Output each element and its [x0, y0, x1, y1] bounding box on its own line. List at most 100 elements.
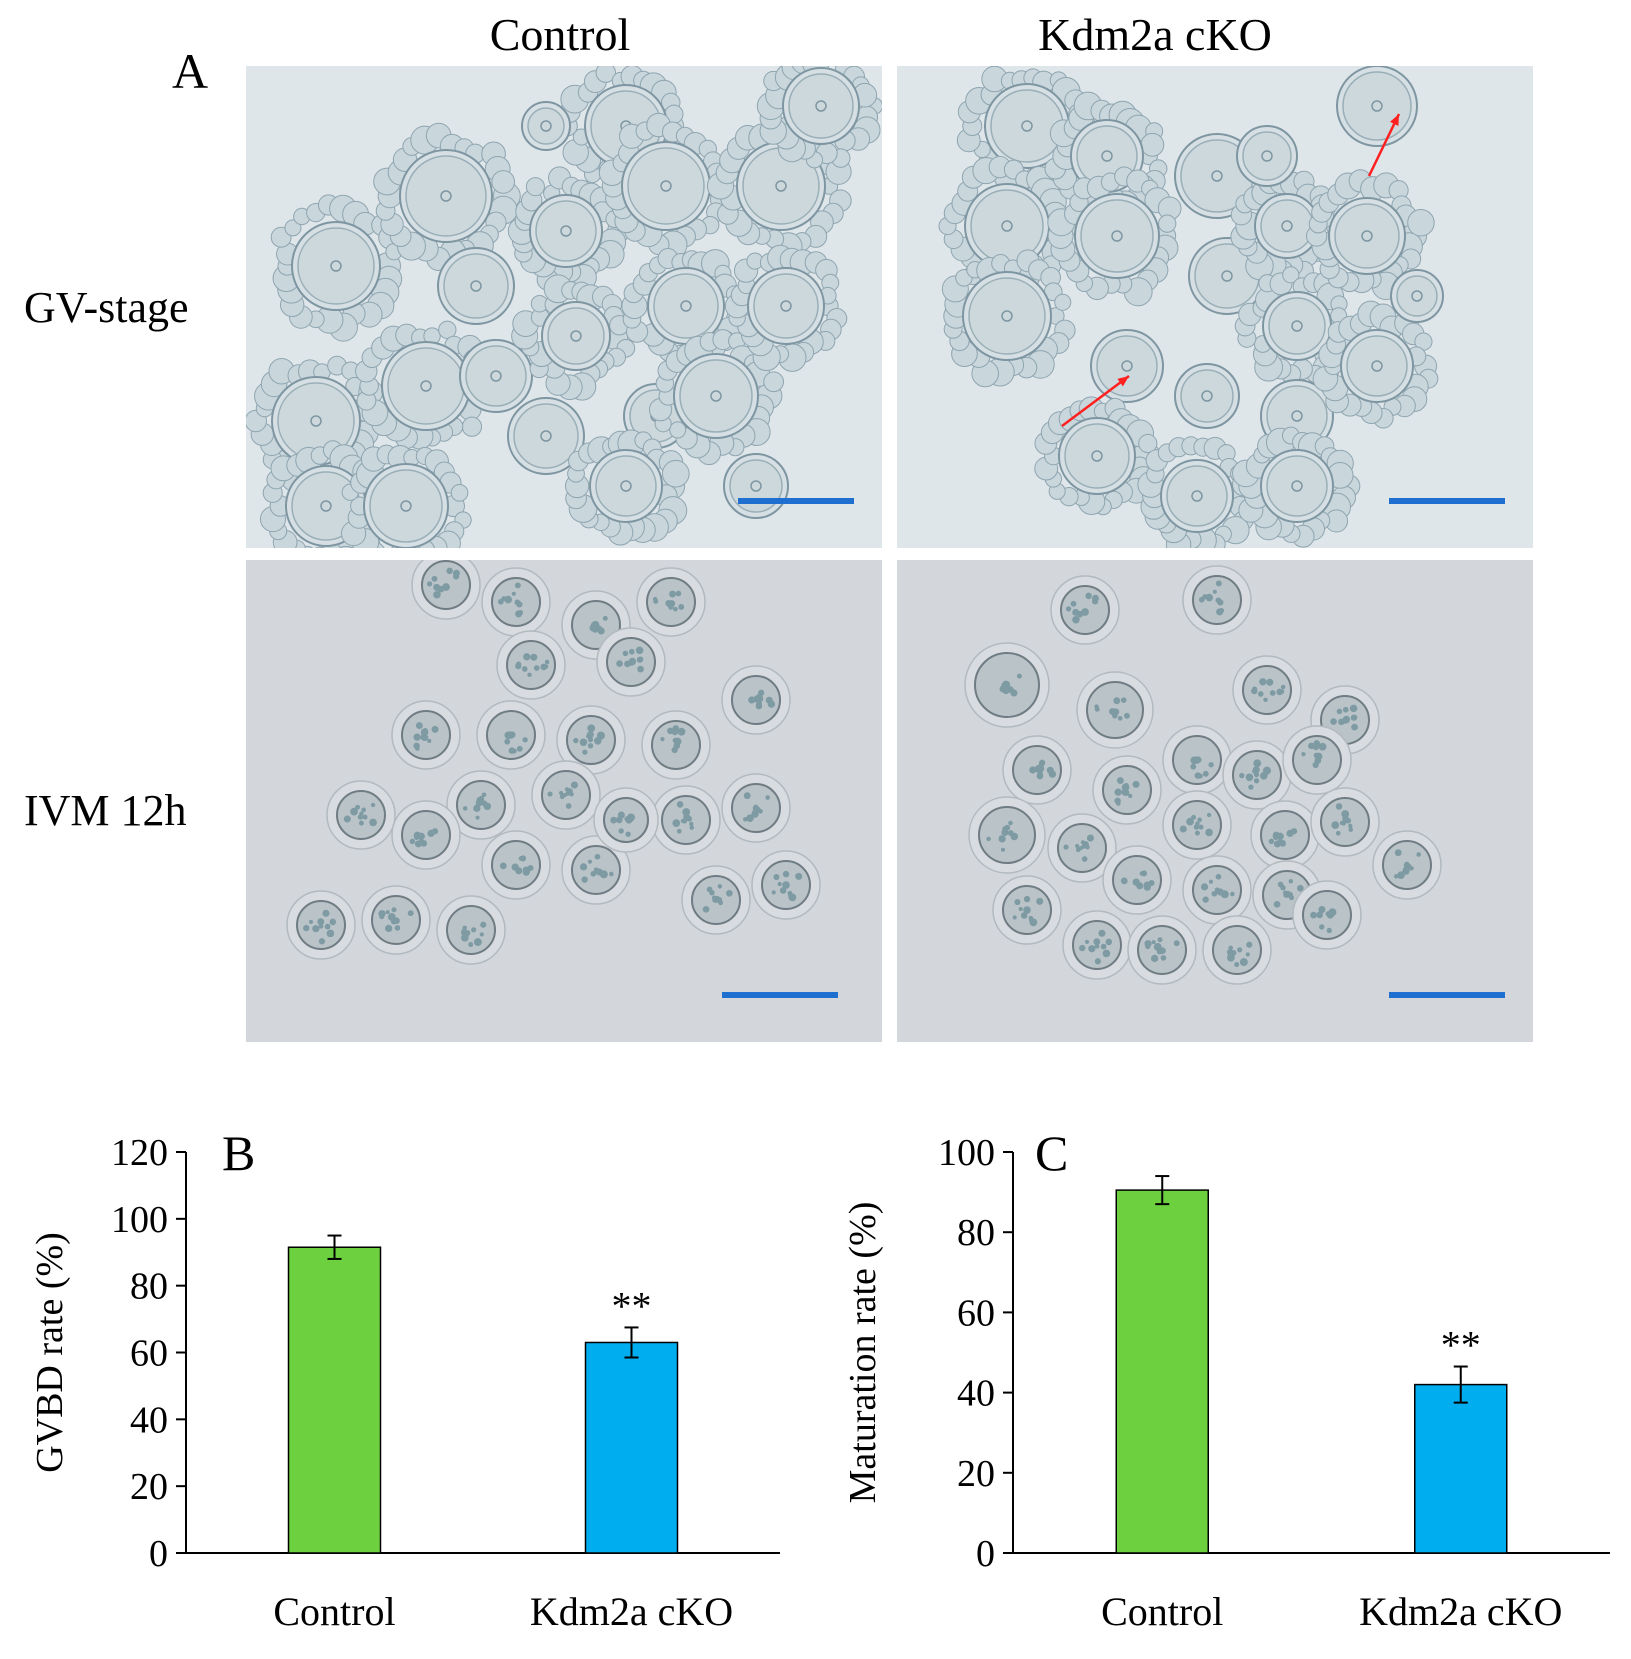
column-title-kdm2a-cko: Kdm2a cKO	[1038, 9, 1272, 60]
oocyte	[340, 444, 472, 548]
oocyte	[968, 796, 1046, 874]
oocyte	[373, 122, 521, 271]
oocyte	[1390, 269, 1444, 323]
x-tick-label: Kdm2a cKO	[530, 1589, 733, 1634]
x-tick-label: Kdm2a cKO	[1359, 1589, 1562, 1634]
oocyte	[481, 567, 551, 637]
oocyte	[648, 329, 785, 466]
x-tick-label: Control	[273, 1589, 395, 1634]
oocyte	[1250, 800, 1320, 870]
significance-marker: **	[1441, 1323, 1481, 1368]
y-tick-label: 20	[957, 1453, 995, 1495]
row-label-ivm-12h: IVM 12h	[24, 786, 187, 835]
y-tick-label: 80	[957, 1212, 995, 1254]
oocyte	[992, 875, 1062, 945]
y-tick-label: 60	[130, 1333, 168, 1375]
oocyte	[507, 397, 585, 475]
oocyte	[246, 355, 384, 493]
scale-bar	[738, 498, 854, 504]
panel-letter: B	[222, 1125, 255, 1181]
y-tick-label: 0	[149, 1533, 168, 1575]
oocyte	[511, 274, 636, 401]
y-tick-label: 40	[130, 1399, 168, 1441]
oocyte	[1222, 740, 1292, 810]
oocyte	[1232, 655, 1302, 725]
oocyte	[724, 244, 848, 372]
y-tick-label: 20	[130, 1466, 168, 1508]
oocyte	[361, 885, 431, 955]
oocyte	[941, 249, 1076, 388]
arrow	[1061, 374, 1130, 428]
oocyte	[391, 700, 461, 770]
row-label-gv-stage: GV-stage	[24, 283, 189, 332]
micrograph-control-ivm-image	[246, 560, 882, 1042]
oocyte	[1202, 915, 1272, 985]
significance-marker: **	[612, 1283, 652, 1328]
oocyte	[1162, 725, 1232, 795]
oocyte	[751, 850, 821, 920]
oocyte	[561, 835, 631, 905]
x-tick-label: Control	[1101, 1589, 1223, 1634]
oocyte	[1182, 565, 1252, 635]
oocyte	[723, 453, 789, 519]
oocyte	[681, 865, 751, 935]
oocyte	[436, 895, 506, 965]
oocyte	[1162, 790, 1232, 860]
oocyte	[1282, 725, 1352, 795]
oocyte	[964, 642, 1050, 728]
oocyte	[496, 630, 566, 700]
oocyte	[481, 830, 551, 900]
micrograph-cko-gv-image	[897, 66, 1533, 548]
oocyte	[1174, 363, 1240, 429]
oocyte	[1050, 575, 1120, 645]
oocyte	[1137, 436, 1257, 548]
oocyte	[596, 627, 666, 697]
y-tick-label: 0	[976, 1533, 995, 1575]
micrograph-cko-ivm	[897, 560, 1533, 1042]
oocyte	[1292, 880, 1362, 950]
panel-letter-a: A	[172, 43, 209, 99]
scale-bar	[1389, 992, 1505, 998]
micrograph-control-gv-image	[246, 66, 882, 548]
oocyte	[1310, 787, 1380, 857]
oocyte	[721, 773, 791, 843]
y-tick-label: 100	[111, 1199, 168, 1241]
oocyte	[1047, 166, 1182, 307]
column-title-control: Control	[489, 9, 631, 60]
oocyte	[391, 800, 461, 870]
y-tick-label: 100	[938, 1132, 995, 1174]
oocyte	[1182, 855, 1252, 925]
micrograph-cko-gv	[897, 66, 1533, 548]
oocyte	[1062, 910, 1132, 980]
oocyte	[565, 429, 690, 546]
oocyte	[459, 339, 533, 413]
oocyte	[1305, 169, 1435, 301]
oocyte	[1102, 845, 1172, 915]
y-axis-label: Maturation rate (%)	[842, 1202, 884, 1504]
oocyte	[636, 567, 706, 637]
arrow-head	[1117, 376, 1129, 387]
micrograph-control-gv	[246, 66, 882, 548]
oocyte	[593, 787, 659, 853]
oocyte	[651, 785, 721, 855]
oocyte	[1092, 755, 1162, 825]
oocyte	[1236, 125, 1298, 187]
oocyte	[556, 705, 626, 775]
oocyte	[1127, 915, 1197, 985]
oocyte	[1047, 813, 1117, 883]
oocyte	[437, 247, 515, 325]
oocyte	[756, 66, 882, 169]
oocyte	[1372, 830, 1442, 900]
oocyte	[1090, 329, 1164, 403]
oocyte	[476, 700, 546, 770]
micrograph-control-ivm	[246, 560, 882, 1042]
bar-control	[287, 1246, 382, 1554]
y-tick-label: 40	[957, 1373, 995, 1415]
scale-bar	[722, 992, 838, 998]
y-tick-label: 80	[130, 1266, 168, 1308]
oocyte	[721, 665, 791, 735]
oocyte	[411, 560, 481, 620]
oocyte	[326, 780, 396, 850]
oocyte	[270, 194, 403, 342]
oocyte	[531, 760, 601, 830]
